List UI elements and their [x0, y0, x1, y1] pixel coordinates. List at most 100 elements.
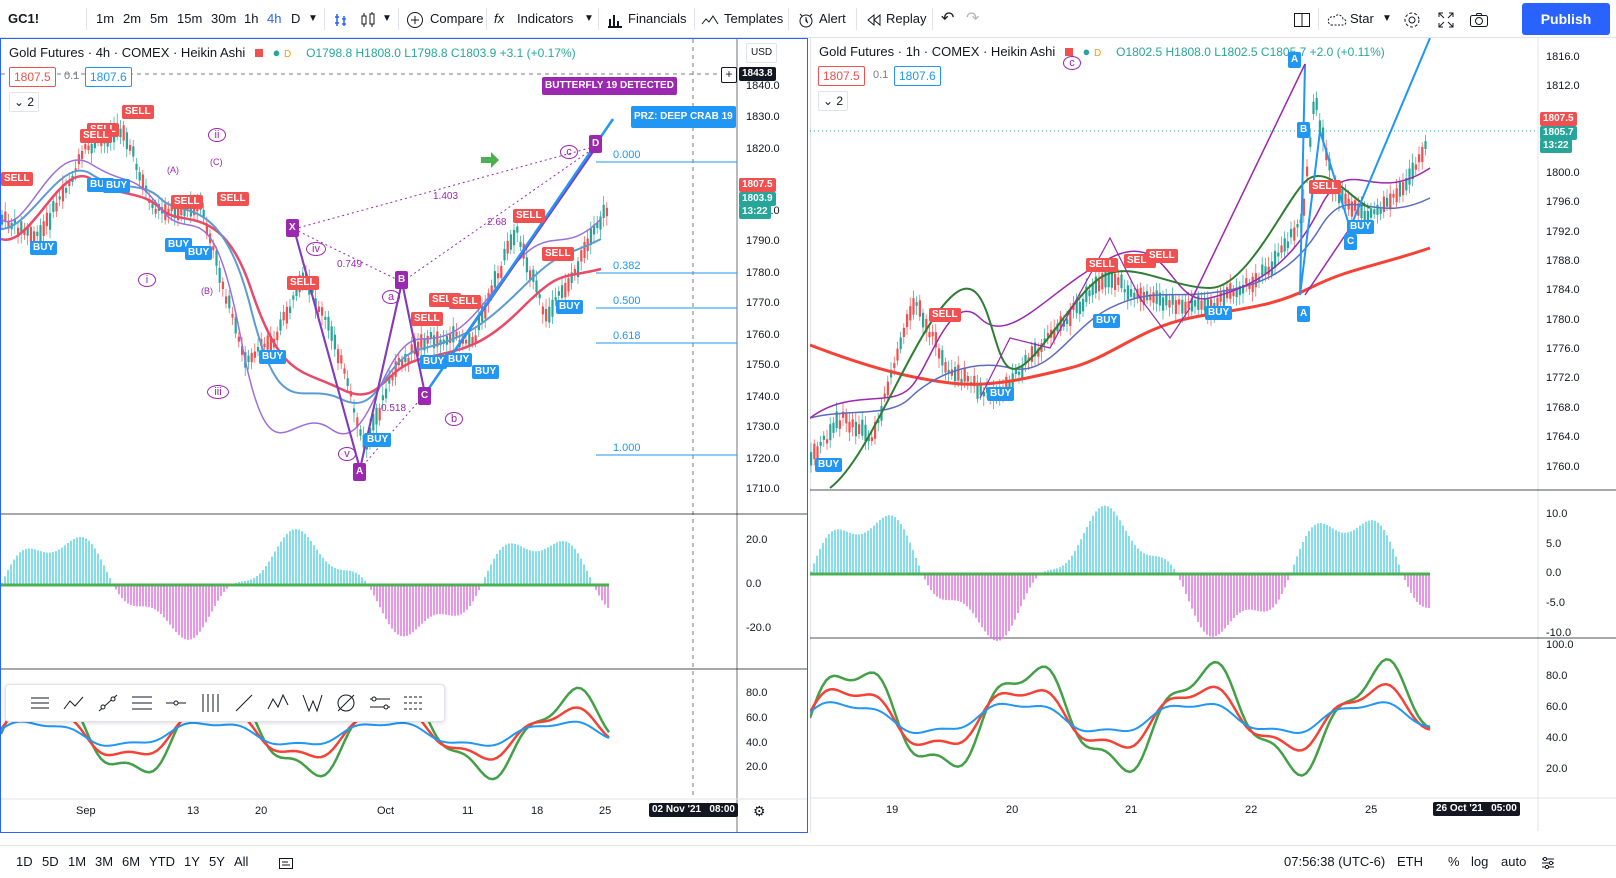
indicators-button[interactable]: Indicators: [517, 11, 574, 26]
indicator-toggle[interactable]: ⌄ 2: [9, 92, 40, 112]
measure-icon[interactable]: [402, 691, 426, 715]
log-toggle[interactable]: log: [1471, 854, 1489, 869]
replay-button[interactable]: Replay: [886, 11, 927, 26]
horizontal-line-icon[interactable]: [164, 691, 188, 715]
data-icons: ● D: [272, 45, 292, 60]
chevron-down-icon[interactable]: ▼: [382, 13, 392, 24]
right-chart-canvas[interactable]: [810, 38, 1616, 831]
templates-button[interactable]: Templates: [724, 11, 784, 26]
candle-body: [944, 361, 947, 373]
auto-toggle[interactable]: auto: [1501, 854, 1527, 869]
wave-pattern-icon[interactable]: [266, 691, 290, 715]
candle-body: [490, 285, 493, 294]
range-1y[interactable]: 1Y: [184, 854, 200, 869]
drawing-toolbar[interactable]: [5, 684, 445, 722]
gear-icon[interactable]: ⚙: [753, 803, 766, 819]
range-1m[interactable]: 1M: [68, 854, 87, 869]
interval-5m[interactable]: 5m: [150, 11, 169, 26]
range-all[interactable]: All: [234, 854, 249, 869]
pattern-point-b[interactable]: B: [395, 271, 409, 289]
currency-select[interactable]: USD: [746, 43, 778, 63]
clock[interactable]: 07:56:38 (UTC-6): [1284, 854, 1386, 869]
session-toggle[interactable]: ETH: [1397, 854, 1423, 869]
gann-icon[interactable]: [334, 691, 358, 715]
crosshair-time-label: 26 Oct '21 05:00: [1433, 802, 1520, 816]
sell-price-box[interactable]: 1807.5: [9, 67, 56, 87]
bar-style-icon[interactable]: [333, 0, 351, 38]
redo-icon[interactable]: ↷: [966, 10, 980, 27]
pattern-point-c[interactable]: C: [1344, 234, 1358, 250]
percent-toggle[interactable]: %: [1448, 854, 1460, 869]
pattern-point-c[interactable]: C: [418, 387, 432, 405]
templates-icon[interactable]: [701, 0, 719, 38]
fib-icon[interactable]: [130, 691, 154, 715]
butterfly-detected-label[interactable]: BUTTERFLY 19 DETECTED: [542, 77, 677, 95]
compare-icon[interactable]: [406, 0, 424, 38]
interval-15m[interactable]: 15m: [177, 11, 203, 26]
candle-body: [1235, 287, 1238, 298]
interval-30m[interactable]: 30m: [211, 11, 237, 26]
pattern-point-d[interactable]: D: [589, 135, 603, 153]
indicator-toggle[interactable]: ⌄ 2: [818, 91, 849, 111]
pattern-point-a[interactable]: A: [353, 463, 367, 481]
range-ytd[interactable]: YTD: [149, 854, 175, 869]
fullscreen-icon[interactable]: [1437, 0, 1455, 38]
alert-button[interactable]: Alert: [819, 11, 846, 26]
left-chart-canvas[interactable]: [1, 39, 807, 832]
cloud-icon[interactable]: [1326, 0, 1348, 38]
candle-body: [1104, 271, 1107, 288]
interval-1m[interactable]: 1m: [96, 11, 115, 26]
range-3m[interactable]: 3M: [95, 854, 114, 869]
undo-icon[interactable]: ↶: [941, 10, 955, 27]
range-6m[interactable]: 6M: [122, 854, 141, 869]
alert-icon[interactable]: [797, 0, 815, 38]
candles-icon[interactable]: [359, 0, 377, 38]
handle-icon[interactable]: [28, 691, 52, 715]
left-chart-title[interactable]: Gold Futures · 4h · COMEX · Heikin Ashi: [9, 45, 246, 60]
indicators-icon[interactable]: fx: [494, 11, 505, 26]
settings-icon[interactable]: [1540, 846, 1556, 878]
interval-d[interactable]: D: [291, 11, 301, 26]
candle-body: [151, 203, 154, 209]
abc-pattern-icon[interactable]: [62, 691, 86, 715]
plus-icon[interactable]: +: [721, 67, 737, 83]
chevron-down-icon[interactable]: ▼: [308, 13, 318, 24]
replay-icon[interactable]: [866, 0, 882, 38]
range-1d[interactable]: 1D: [16, 854, 33, 869]
compare-button[interactable]: Compare: [430, 11, 484, 26]
candle-body: [529, 270, 532, 281]
pattern-point-a-top[interactable]: A: [1288, 52, 1302, 68]
xabcd-icon[interactable]: [300, 691, 324, 715]
camera-icon[interactable]: [1469, 0, 1489, 38]
sell-price-box[interactable]: 1807.5: [818, 66, 865, 86]
interval-4h[interactable]: 4h: [267, 11, 282, 26]
pattern-point-x[interactable]: X: [286, 219, 299, 237]
channel-icon[interactable]: [368, 691, 392, 715]
prz-label[interactable]: PRZ: DEEP CRAB 19: [631, 106, 736, 128]
layout-icon[interactable]: [1293, 0, 1311, 38]
buy-price-box[interactable]: 1807.6: [85, 67, 132, 87]
left-chart-pane[interactable]: Gold Futures · 4h · COMEX · Heikin Ashi …: [0, 38, 808, 833]
range-5y[interactable]: 5Y: [209, 854, 225, 869]
interval-2m[interactable]: 2m: [123, 11, 142, 26]
financials-icon[interactable]: [606, 0, 624, 38]
ray-icon[interactable]: [232, 691, 256, 715]
goto-date-icon[interactable]: [278, 846, 294, 878]
chevron-down-icon[interactable]: ▼: [1382, 13, 1392, 24]
chevron-down-icon: ⌄: [823, 94, 834, 108]
publish-button[interactable]: Publish: [1522, 3, 1610, 35]
buy-price-box[interactable]: 1807.6: [894, 66, 941, 86]
vertical-lines-icon[interactable]: [198, 691, 222, 715]
layout-name[interactable]: Star: [1350, 11, 1374, 26]
trend-line-icon[interactable]: [96, 691, 120, 715]
right-chart-pane[interactable]: Gold Futures · 1h · COMEX · Heikin Ashi …: [810, 38, 1616, 833]
symbol-search[interactable]: GC1!: [8, 11, 40, 26]
pattern-point-b[interactable]: B: [1297, 122, 1311, 138]
financials-button[interactable]: Financials: [628, 11, 687, 26]
range-5d[interactable]: 5D: [42, 854, 59, 869]
gear-icon[interactable]: [1403, 0, 1421, 38]
chevron-down-icon[interactable]: ▼: [584, 13, 594, 24]
interval-1h[interactable]: 1h: [244, 11, 259, 26]
pattern-point-a[interactable]: A: [1297, 306, 1311, 322]
right-chart-title[interactable]: Gold Futures · 1h · COMEX · Heikin Ashi: [819, 44, 1056, 59]
